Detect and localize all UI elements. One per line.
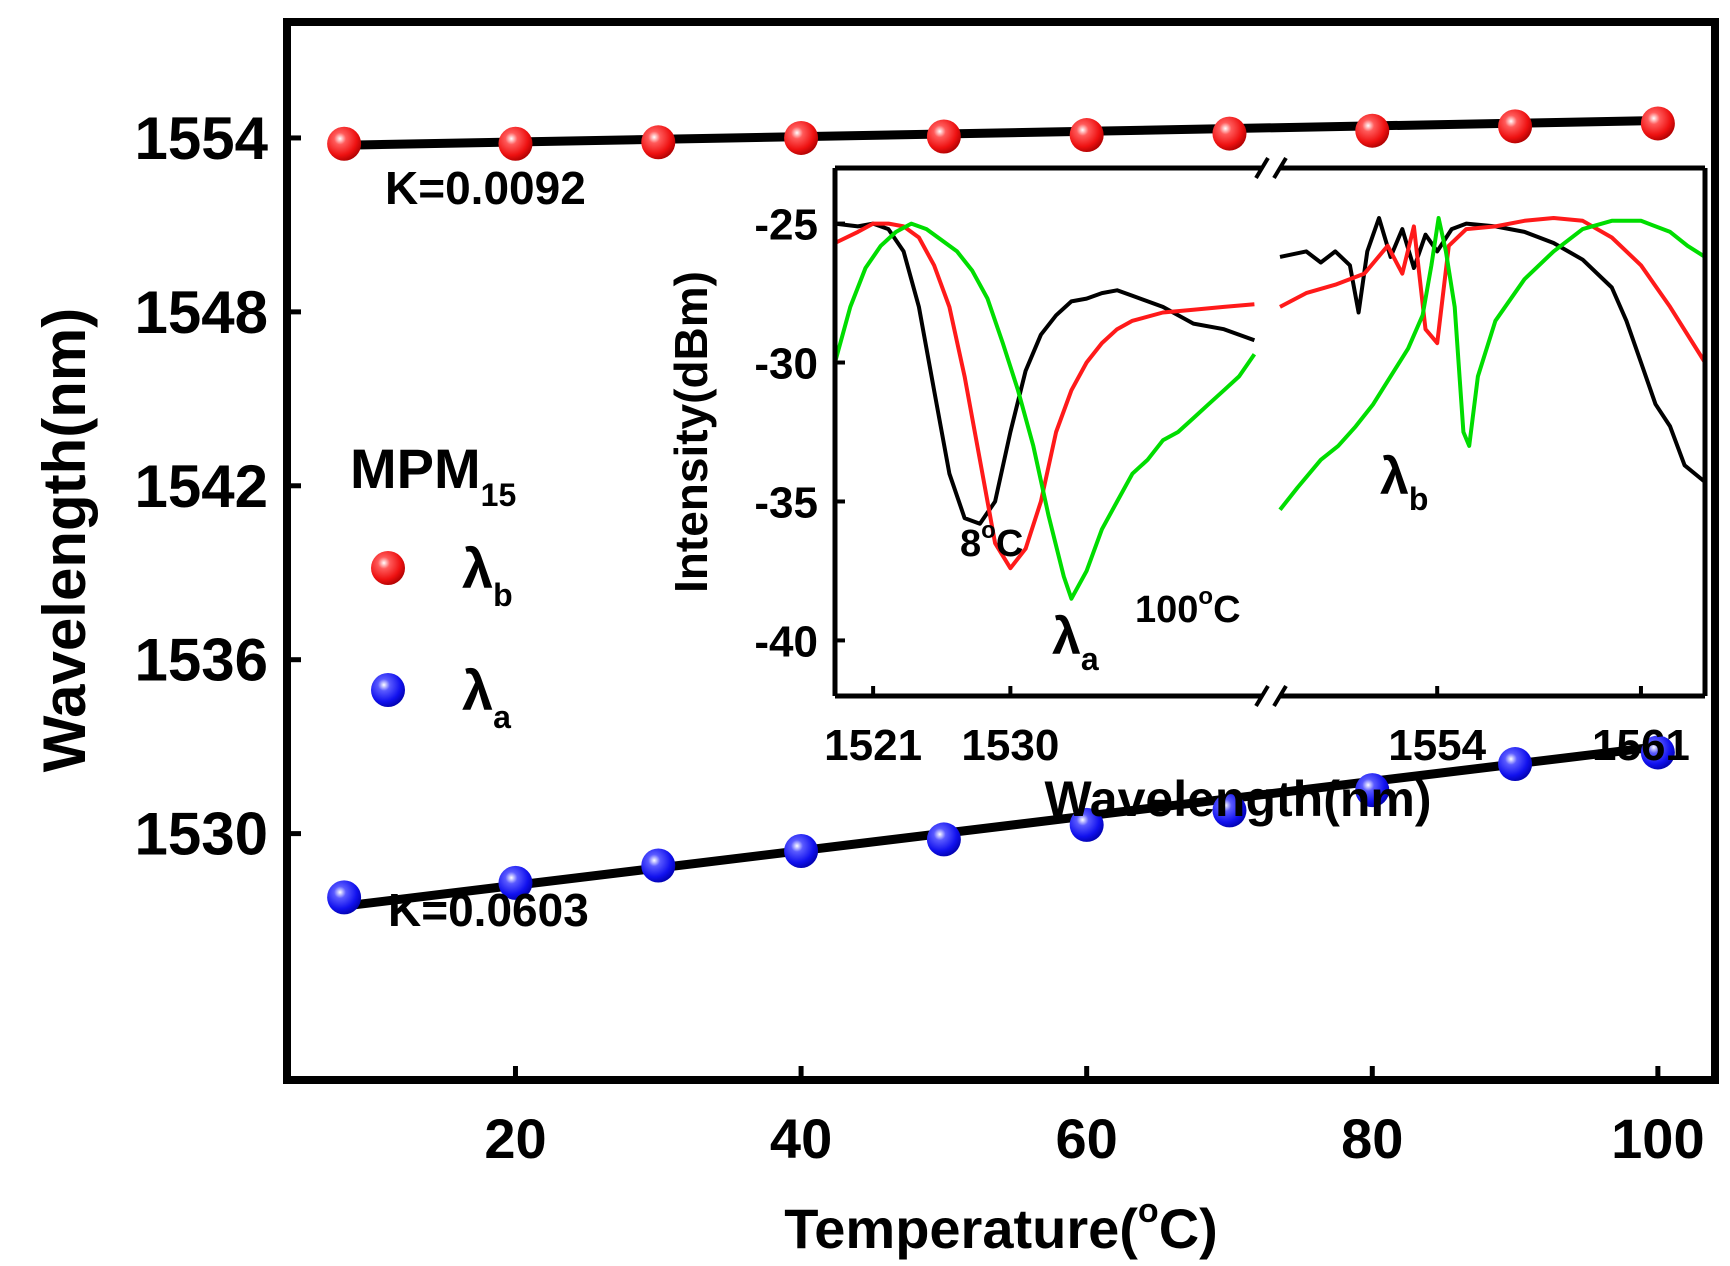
axis-break-mark (1272, 684, 1288, 708)
x-axis-ticks: 20 40 60 80 100 (484, 1066, 1705, 1170)
x-tick-label: 40 (770, 1107, 832, 1170)
inset-y-axis-title: Intensity(dBm) (665, 271, 717, 593)
point-lambda-b (1498, 109, 1533, 144)
spectrum-100c-right (1278, 216, 1707, 512)
label-lambda-b: λb (1380, 448, 1428, 517)
y-tick-label: 1542 (135, 453, 268, 520)
point-lambda-b (1640, 106, 1675, 141)
x-tick-label: 100 (1611, 1107, 1704, 1170)
label-100c-deg: o (1198, 583, 1213, 610)
legend-title-subscript: 15 (481, 477, 517, 513)
legend-label-subscript: a (493, 699, 511, 735)
inset-plot-background (835, 168, 1705, 696)
point-lambda-b (926, 119, 961, 154)
label-lambda-b-symbol: λ (1380, 448, 1409, 506)
inset-chart: 1521 1530 1554 1561 -25 -30 -35 -40 Wavelength… (665, 156, 1708, 827)
legend-label-symbol: λ (462, 537, 493, 600)
point-lambda-b (1355, 113, 1390, 148)
legend-label-lambda-a: λa (462, 659, 511, 735)
x-axis-title-unit: C) (1159, 1197, 1218, 1260)
point-lambda-b (498, 126, 533, 161)
inset-y-tick-label: -40 (754, 617, 818, 666)
label-8c-unit: C (996, 523, 1023, 565)
inset-y-tick-label: -25 (754, 201, 818, 250)
inset-y-axis-ticks: -25 -30 -35 -40 (754, 201, 845, 666)
data-points (327, 106, 1675, 915)
inset-x-tick-label: 1530 (961, 721, 1059, 770)
x-axis-title: Temperature(oC) (784, 1192, 1218, 1260)
point-lambda-a (1212, 793, 1247, 828)
legend-marker-lambda-b (371, 551, 405, 585)
x-tick-label: 60 (1056, 1107, 1118, 1170)
x-axis-title-main: Temperature( (784, 1197, 1138, 1260)
spectrum-100c-left (833, 221, 1257, 601)
y-axis-title: Wavelength(nm) (31, 308, 98, 772)
label-8c: 8oC (960, 517, 1023, 565)
label-8c-deg: o (981, 517, 996, 544)
x-tick-label: 80 (1341, 1107, 1403, 1170)
fit-line-lambda-b (339, 116, 1663, 150)
y-tick-label: 1548 (135, 279, 268, 346)
point-lambda-a (1355, 773, 1390, 808)
spectrum-mid-left (834, 221, 1255, 571)
label-lambda-a-subscript: a (1081, 641, 1099, 677)
label-100c-num: 100 (1135, 589, 1198, 631)
label-100c-unit: C (1213, 589, 1240, 631)
inset-spectra (833, 216, 1707, 601)
point-lambda-b (327, 126, 362, 161)
point-lambda-b (1069, 118, 1104, 153)
slope-label-lambda-b: K=0.0092 (385, 162, 586, 214)
y-tick-label: 1554 (135, 105, 269, 172)
point-lambda-a (784, 834, 819, 869)
inset-x-tick-label: 1521 (824, 721, 922, 770)
label-lambda-b-subscript: b (1409, 481, 1429, 517)
label-lambda-a-symbol: λ (1052, 608, 1081, 666)
spectrum-8c-left (834, 221, 1256, 526)
inset-x-tick-label: 1561 (1592, 721, 1690, 770)
point-lambda-a (1640, 735, 1675, 770)
point-lambda-a (641, 848, 676, 883)
y-axis-ticks: 1530 1536 1542 1548 1554 (135, 105, 301, 868)
legend-label-symbol: λ (462, 659, 493, 722)
point-lambda-a (1498, 747, 1533, 782)
x-tick-label: 20 (484, 1107, 546, 1170)
y-tick-label: 1530 (135, 801, 268, 868)
legend-marker-lambda-a (371, 673, 405, 707)
inset-y-tick-label: -35 (754, 478, 818, 527)
legend-label-subscript: b (493, 577, 513, 613)
legend-title-main: MPM (350, 437, 481, 500)
fit-lines (339, 116, 1663, 911)
axis-break-mark (1272, 156, 1288, 180)
legend-label-lambda-b: λb (462, 537, 513, 613)
point-lambda-a (327, 880, 362, 915)
label-8c-num: 8 (960, 523, 981, 565)
label-100c: 100oC (1135, 583, 1241, 631)
axis-break-mark (1254, 684, 1270, 708)
point-lambda-a (1069, 807, 1104, 842)
inset-x-tick-label: 1554 (1388, 721, 1486, 770)
inset-frame (832, 156, 1708, 708)
inset-y-tick-label: -30 (754, 340, 818, 389)
inset-x-axis-ticks: 1521 1530 1554 1561 (824, 686, 1690, 770)
point-lambda-b (1212, 116, 1247, 151)
axis-break-mark (1254, 156, 1270, 180)
point-lambda-b (784, 120, 819, 155)
fit-line-lambda-a (339, 742, 1663, 911)
main-plot-frame (283, 18, 1719, 1084)
point-lambda-a (926, 822, 961, 857)
y-tick-label: 1536 (135, 627, 268, 694)
main-chart: 20 40 60 80 100 1530 1536 1542 1548 1554 K=0.009… (31, 18, 1719, 1260)
spectrum-mid-right (1279, 216, 1707, 364)
point-lambda-a (498, 865, 533, 900)
x-axis-title-deg: o (1138, 1192, 1159, 1230)
label-lambda-a: λa (1052, 608, 1099, 677)
slope-label-lambda-a: K=0.0603 (388, 884, 589, 936)
inset-x-axis-title: Wavelength(nm) (1044, 771, 1431, 827)
legend-title: MPM15 (350, 437, 516, 513)
point-lambda-b (641, 125, 676, 160)
